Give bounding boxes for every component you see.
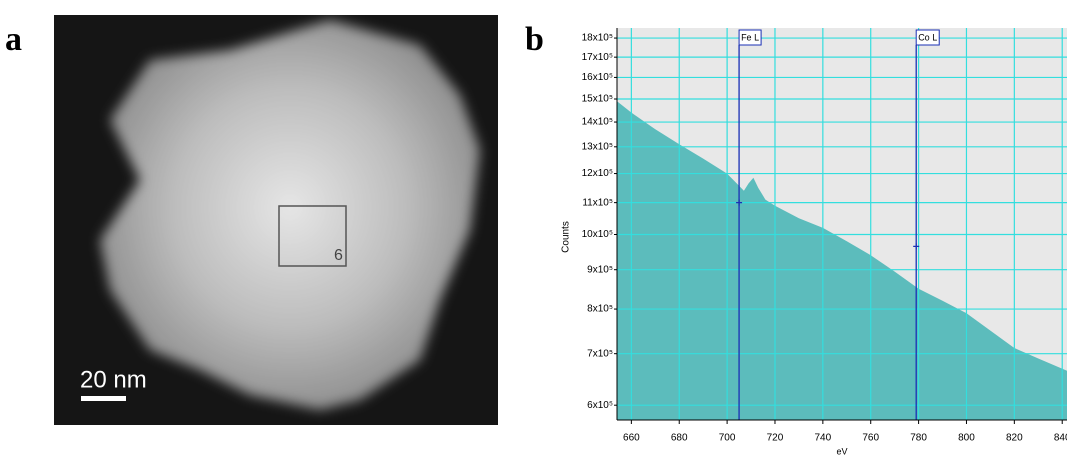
axes: 6x10⁵ 7x10⁵ 8x10⁵ 9x10⁵ 10x10⁵ 11x10⁵ 12x10⁵ 13… xyxy=(582,28,1067,444)
x-tick-label: 740 xyxy=(815,433,832,444)
y-tick-label: 15x10⁵ xyxy=(582,94,613,105)
y-axis-label: Counts xyxy=(561,221,572,253)
x-tick-label: 800 xyxy=(958,433,975,444)
edge-label-box xyxy=(915,29,940,46)
edge-marker xyxy=(913,243,920,250)
x-tick-label: 700 xyxy=(719,433,736,444)
x-tick-label: 720 xyxy=(767,433,784,444)
y-tick-label: 12x10⁵ xyxy=(582,168,613,179)
particle xyxy=(100,20,480,410)
scale-bar-label: 20 nm xyxy=(80,366,147,393)
x-tick-label: 760 xyxy=(862,433,879,444)
y-tick-label: 14x10⁵ xyxy=(582,117,613,128)
panel-label: b xyxy=(525,21,544,58)
x-tick-label: 680 xyxy=(671,433,688,444)
y-tick-label: 8x10⁵ xyxy=(587,304,613,315)
x-tick-label: 780 xyxy=(910,433,927,444)
edge-label: Fe L xyxy=(741,32,759,42)
y-tick-label: 11x10⁵ xyxy=(582,197,613,208)
region-box xyxy=(278,205,347,267)
y-tick-label: 13x10⁵ xyxy=(582,141,613,152)
edge-marker xyxy=(736,199,743,206)
y-tick-label: 17x10⁵ xyxy=(582,52,613,63)
scale-bar xyxy=(81,396,126,401)
y-tick-label: 9x10⁵ xyxy=(587,264,613,275)
micrograph: 6 20 nm xyxy=(54,15,498,425)
y-tick-label: 10x10⁵ xyxy=(582,229,613,240)
y-tick-label: 7x10⁵ xyxy=(587,348,613,359)
panel-label: a xyxy=(5,21,22,58)
y-tick-label: 6x10⁵ xyxy=(587,400,613,411)
x-axis-label: eV xyxy=(836,446,847,456)
x-tick-label: 660 xyxy=(623,433,640,444)
edge-label-box xyxy=(738,29,762,46)
y-tick-label: 18x10⁵ xyxy=(582,33,613,44)
spectrum-area xyxy=(617,101,1067,420)
y-tick-label: 16x10⁵ xyxy=(582,72,613,83)
plot-area xyxy=(617,28,1067,420)
x-tick-label: 840 xyxy=(1054,433,1067,444)
x-tick-label: 820 xyxy=(1006,433,1023,444)
edge-label: Co L xyxy=(918,32,937,42)
region-label: 6 xyxy=(334,247,343,264)
